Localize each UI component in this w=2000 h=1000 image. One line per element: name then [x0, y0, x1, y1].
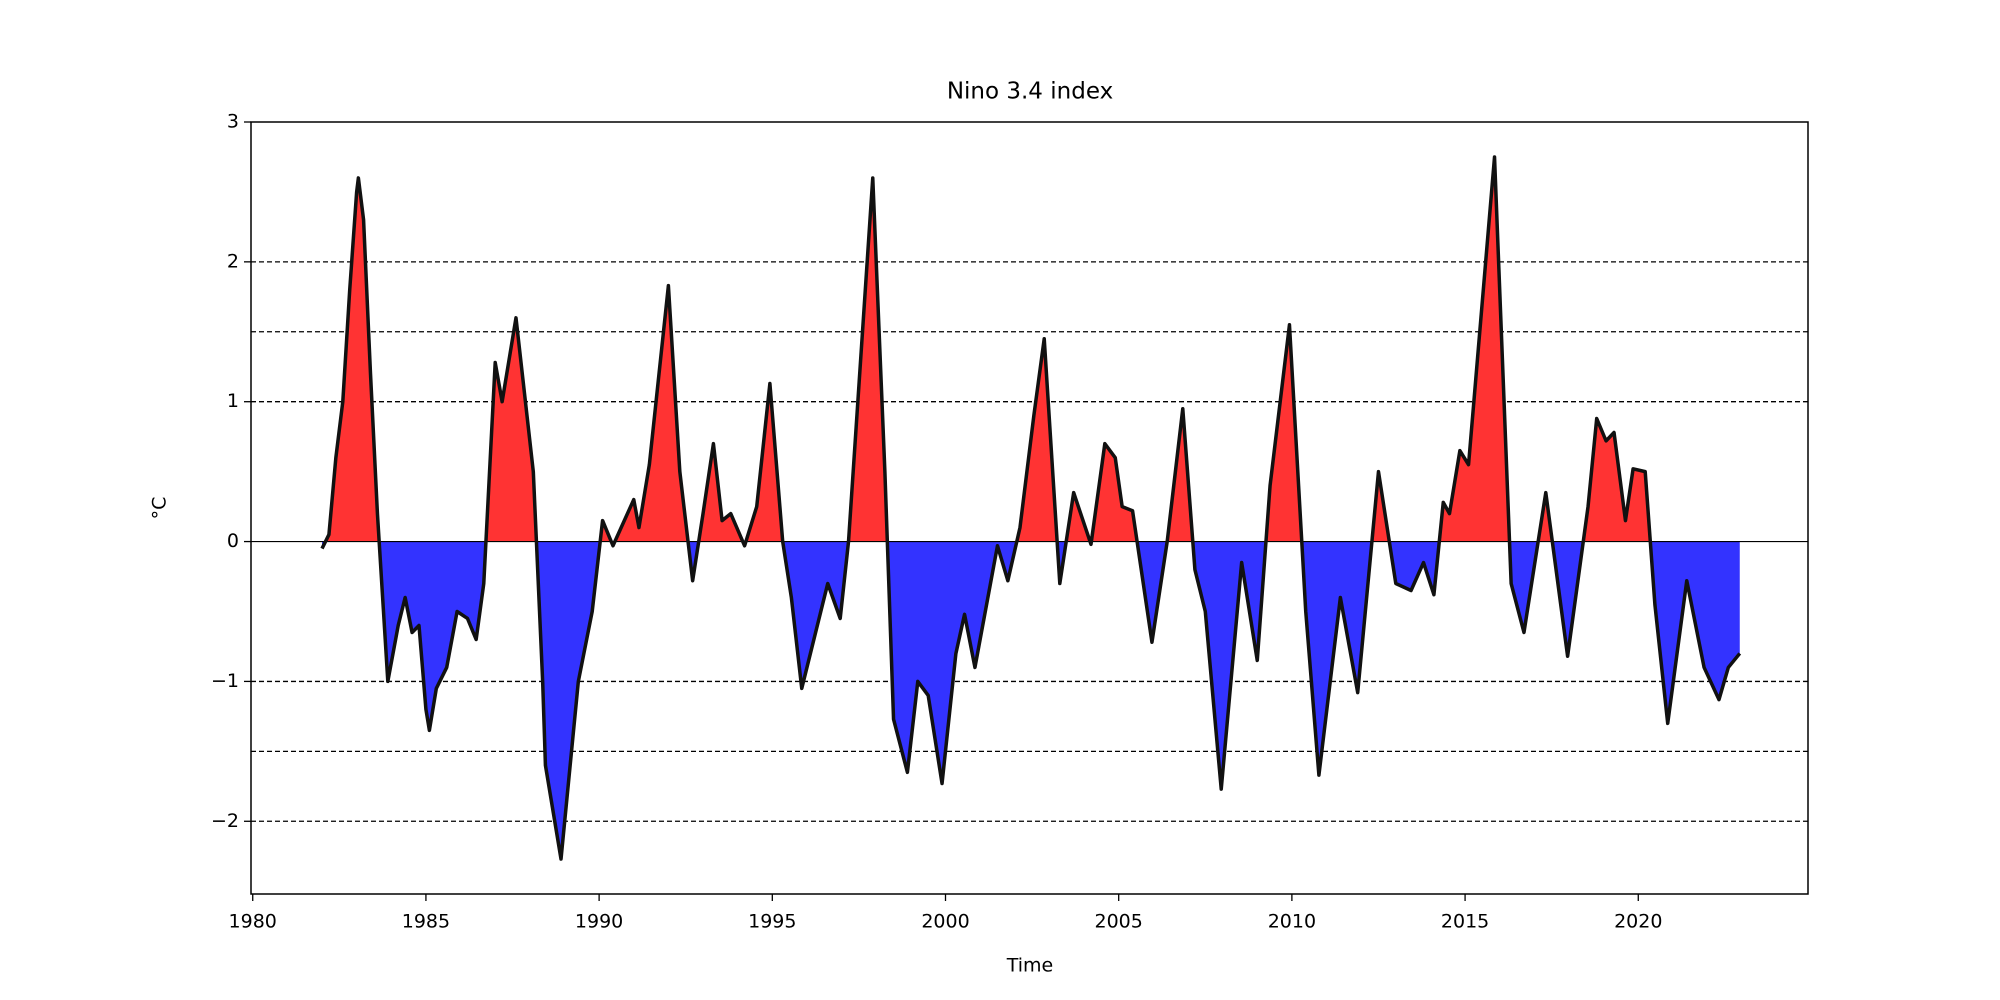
y-tick-label: −2 — [211, 810, 239, 832]
y-tick-label: 1 — [227, 390, 239, 412]
y-tick-label: 0 — [227, 530, 239, 552]
plot-frame — [250, 121, 1809, 895]
positive-area — [322, 156, 1740, 542]
x-tick-label: 2005 — [1095, 911, 1143, 933]
y-tick-label: 3 — [227, 111, 239, 133]
x-tick-label: 2020 — [1614, 911, 1662, 933]
chart-title: Nino 3.4 index — [947, 79, 1113, 105]
x-tick-label: 1995 — [748, 911, 796, 933]
y-axis-label: °C — [149, 497, 171, 520]
negative-area — [322, 541, 1740, 860]
x-tick-label: 2010 — [1268, 911, 1316, 933]
x-tick-label: 2015 — [1441, 911, 1489, 933]
y-tick-label: −1 — [211, 670, 239, 692]
index-line — [320, 155, 1742, 861]
x-tick-label: 1985 — [402, 911, 450, 933]
y-tick-label: 2 — [227, 250, 239, 272]
x-tick-label: 1980 — [229, 911, 277, 933]
x-axis-label: Time — [1006, 955, 1054, 977]
x-tick-label: 2000 — [921, 911, 969, 933]
x-tick-label: 1990 — [575, 911, 623, 933]
